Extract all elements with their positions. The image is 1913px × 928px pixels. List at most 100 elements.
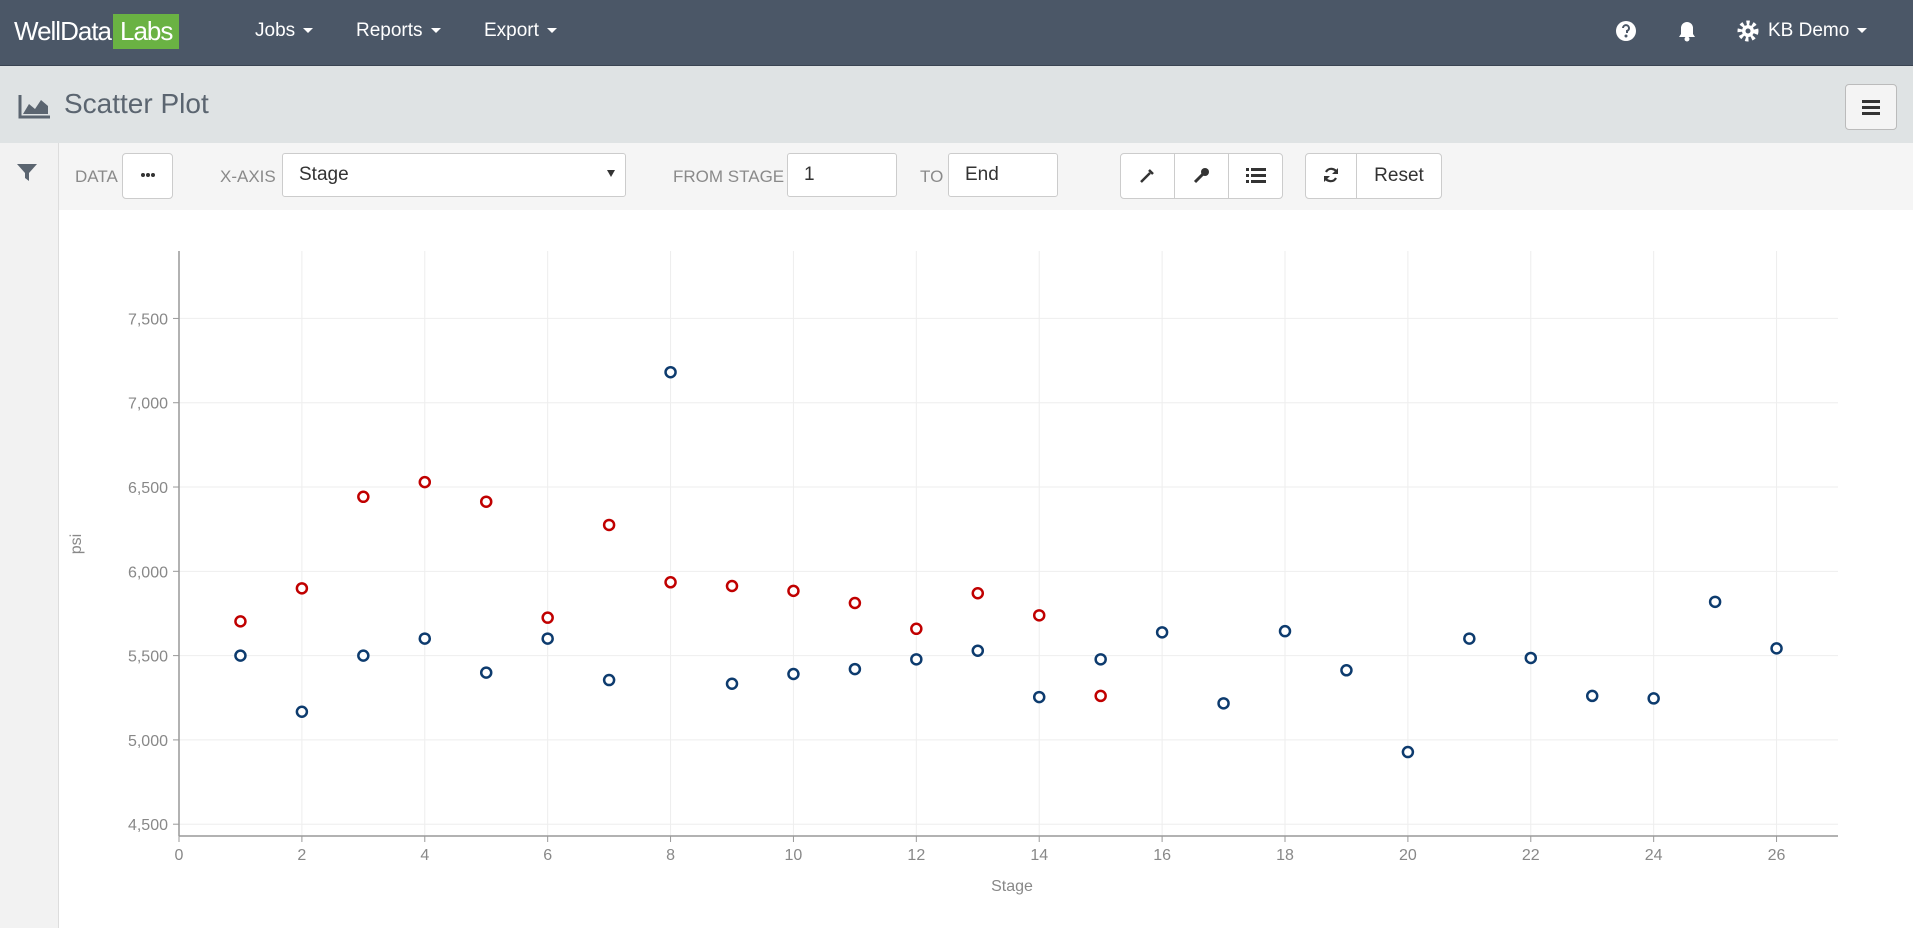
select-value: Stage	[299, 164, 349, 185]
point	[725, 579, 739, 593]
point	[1217, 697, 1230, 710]
menu-export[interactable]: Export	[484, 20, 557, 42]
y-tick-label: 7,500	[128, 311, 168, 328]
data-button[interactable]	[122, 153, 173, 199]
refresh-button[interactable]	[1305, 153, 1357, 199]
menu-jobs[interactable]: Jobs	[255, 20, 314, 42]
wrench-button[interactable]	[1174, 153, 1229, 199]
point	[787, 584, 800, 598]
logo-accent: Labs	[113, 14, 180, 49]
user-menu[interactable]: KB Demo	[1768, 20, 1868, 42]
point	[1155, 626, 1169, 639]
x-tick-label: 0	[175, 847, 184, 864]
header: Scatter Plot	[0, 65, 1913, 144]
point	[1278, 624, 1292, 638]
point	[357, 490, 370, 504]
point	[971, 644, 985, 657]
list-button[interactable]	[1228, 153, 1283, 199]
menu-button[interactable]	[1845, 84, 1897, 130]
x-tick-label: 24	[1645, 847, 1663, 864]
x-tick-label: 16	[1153, 847, 1171, 864]
to-input[interactable]: End	[948, 153, 1058, 197]
toolbar: DATA X-AXIS Stage FROM STAGE 1 TO End Re…	[59, 143, 1913, 210]
x-tick-label: 8	[666, 847, 675, 864]
data-label: DATA	[75, 167, 118, 186]
point	[541, 611, 554, 624]
point	[848, 662, 862, 676]
point	[1463, 632, 1476, 645]
point	[1524, 651, 1538, 665]
point	[1094, 653, 1107, 666]
y-tick-label: 4,500	[128, 817, 168, 834]
menu-label: Export	[484, 20, 539, 41]
point	[787, 667, 800, 681]
x-axis-title: Stage	[991, 878, 1033, 895]
point	[1401, 745, 1415, 759]
reset-button[interactable]: Reset	[1356, 153, 1442, 199]
point	[1094, 689, 1107, 703]
from-input[interactable]: 1	[787, 153, 897, 197]
point	[602, 673, 616, 687]
bell-icon[interactable]	[1676, 19, 1698, 43]
menu-label: Reports	[356, 20, 423, 41]
point	[910, 622, 923, 636]
y-axis-title: psi	[68, 534, 85, 554]
user-name: KB Demo	[1768, 20, 1850, 41]
point	[479, 495, 493, 508]
point	[418, 632, 432, 645]
to-label: TO	[920, 167, 944, 186]
point	[848, 596, 862, 610]
x-tick-label: 10	[785, 847, 803, 864]
navbar: WellData Labs Jobs Reports Export KB Demo	[0, 0, 1913, 65]
page-title: Scatter Plot	[64, 88, 209, 119]
y-tick-label: 5,500	[128, 649, 168, 666]
point	[910, 653, 923, 666]
x-axis-label: X-AXIS	[220, 167, 276, 186]
x-tick-label: 4	[420, 847, 429, 864]
point	[971, 586, 985, 600]
point	[234, 649, 247, 662]
x-axis-select[interactable]: Stage	[282, 153, 626, 197]
logo-main: WellData	[14, 16, 112, 46]
gear-icon[interactable]	[1737, 20, 1759, 42]
point	[602, 518, 616, 532]
chart: Stage psi 4,500 5,000 5,500 6,000 6,500 7,000…	[68, 251, 1838, 895]
point	[1585, 689, 1599, 703]
point	[1770, 642, 1783, 655]
x-tick-label: 26	[1768, 847, 1786, 864]
point	[479, 666, 493, 679]
x-tick-label: 6	[543, 847, 552, 864]
sidebar	[0, 143, 59, 928]
point	[1340, 664, 1353, 677]
y-tick-label: 6,000	[128, 564, 168, 581]
point	[541, 632, 554, 645]
picker-button[interactable]	[1120, 153, 1175, 199]
point	[664, 365, 677, 379]
point	[725, 677, 739, 691]
point	[1647, 692, 1660, 705]
menu-label: Jobs	[255, 20, 296, 41]
y-tick-label: 7,000	[128, 396, 168, 413]
x-tick-label: 18	[1276, 847, 1294, 864]
point	[295, 705, 309, 719]
x-tick-label: 14	[1030, 847, 1048, 864]
from-label: FROM STAGE	[673, 167, 785, 186]
x-tick-label: 12	[907, 847, 925, 864]
point	[357, 649, 370, 662]
x-tick-label: 20	[1399, 847, 1417, 864]
y-tick-label: 6,500	[128, 480, 168, 497]
logo[interactable]: WellData Labs	[14, 14, 180, 49]
point	[1708, 595, 1722, 609]
filter-icon[interactable]	[16, 163, 38, 183]
point	[418, 475, 432, 489]
help-icon[interactable]	[1615, 20, 1637, 42]
y-tick-label: 5,000	[128, 733, 168, 750]
point	[1032, 690, 1046, 704]
point	[295, 582, 309, 595]
point	[234, 615, 247, 628]
menu-reports[interactable]: Reports	[356, 20, 441, 42]
point	[664, 576, 677, 589]
chart-icon	[18, 95, 50, 119]
x-tick-label: 2	[297, 847, 306, 864]
